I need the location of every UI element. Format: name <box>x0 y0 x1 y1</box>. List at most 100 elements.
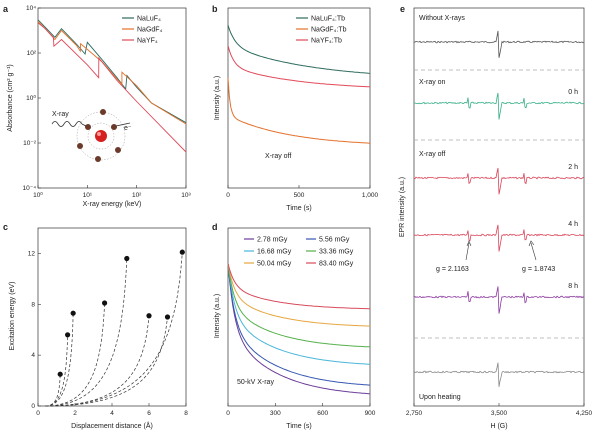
epr-trace <box>413 92 585 120</box>
inset-xray-label: X-ray <box>52 111 69 118</box>
inset-atom-diagram: X-ray e⁻ <box>51 109 132 162</box>
y-tick-label: 10⁰ <box>26 94 36 102</box>
panel-c-ticks: 0 2 4 6 8 0 4 8 12 <box>28 250 188 417</box>
legend-label: 2.78 mGy <box>257 237 288 244</box>
data-point <box>65 332 71 338</box>
x-tick-label: 4 <box>110 410 114 417</box>
panel-d-legend: 2.78 mGy 5.56 mGy 16.68 mGy 33.36 mGy 50.04 … <box>244 237 354 268</box>
series-line <box>227 263 371 365</box>
panel-e-separators <box>414 69 584 339</box>
x-tick-label: 8 <box>184 410 188 417</box>
g2-arrowhead <box>528 240 535 247</box>
series-line <box>227 263 371 395</box>
inset-shell-inner <box>87 122 115 150</box>
epr-time-label: 4 h <box>568 221 578 228</box>
x-tick-label: 6 <box>147 410 151 417</box>
x-tick-label: 1,000 <box>362 192 379 199</box>
panel-d-ylabel: Intensity (a.u.) <box>214 294 221 338</box>
panel-b-legend: NaLuF₄:Tb NaGdF₄:Tb NaYF₄:Tb <box>296 16 347 45</box>
epr-label-xray-off: X-ray off <box>419 151 445 158</box>
x-tick-label: 0 <box>36 410 40 417</box>
epr-trace <box>413 167 585 195</box>
epr-time-label: 8 h <box>568 283 578 290</box>
g-factor-annotations: g = 2.1163 g = 1.8743 <box>436 240 555 273</box>
fit-curve <box>45 252 183 407</box>
inset-electron <box>111 124 117 130</box>
x-tick-label: 4,250 <box>576 410 593 417</box>
inset-nucleus-highlight <box>97 132 101 136</box>
y-tick-label: 10⁻² <box>23 140 37 147</box>
series-line <box>37 22 187 153</box>
panel-letter-c: c <box>3 222 8 232</box>
series-line <box>37 21 187 125</box>
panel-b-lines <box>227 24 371 144</box>
legend-label: NaLuF₄ <box>137 16 161 23</box>
panel-b-ticks: 0 500 1,000 <box>226 185 379 199</box>
y-tick-label: 12 <box>28 250 36 257</box>
legend-label: NaGdF₄ <box>137 27 163 34</box>
legend-label: 83.40 mGy <box>319 261 354 268</box>
panel-b-frame <box>227 7 371 189</box>
x-tick-label: 0 <box>226 192 230 199</box>
epr-trace <box>413 30 585 58</box>
x-tick-label: 10⁰ <box>33 191 43 199</box>
y-tick-label: 10⁻⁴ <box>23 185 37 192</box>
x-tick-label: 900 <box>365 410 376 417</box>
inset-electron <box>95 156 101 162</box>
g1-arrow <box>465 242 470 261</box>
inset-xray-wave <box>51 121 83 127</box>
series-line <box>227 45 370 88</box>
panel-c-ylabel: Excitation energy (eV) <box>9 282 16 351</box>
series-line <box>227 24 371 74</box>
x-tick-label: 2,750 <box>406 410 423 417</box>
panel-e-xlabel: H (G) <box>490 423 507 430</box>
panel-b-xlabel: Time (s) <box>286 205 311 212</box>
panel-letter-b: b <box>212 4 218 14</box>
inset-electron-label: e⁻ <box>124 125 132 132</box>
panel-letter-d: d <box>212 222 218 232</box>
panel-a-ticks: 10⁰ 10¹ 10² 10³ 10⁴ 10² 10⁰ 10⁻² 10⁻⁴ <box>23 5 192 199</box>
panel-a-xlabel: X-ray energy (keV) <box>83 201 142 208</box>
series-line <box>37 19 187 124</box>
fit-curve <box>45 374 61 407</box>
fit-curve <box>45 258 128 407</box>
legend-label: NaLuF₄:Tb <box>311 16 345 23</box>
legend-label: 33.36 mGy <box>319 249 354 256</box>
panel-c-frame <box>37 227 187 407</box>
panel-d-xlabel: Time (s) <box>286 423 311 430</box>
legend-label: 5.56 mGy <box>319 237 350 244</box>
series-line <box>227 78 371 144</box>
panel-e-ticks: 2,750 3,500 4,250 <box>406 403 593 417</box>
panel-c-points <box>57 249 185 377</box>
panel-a-legend: NaLuF₄ NaGdF₄ NaYF₄ <box>122 16 163 45</box>
inset-electron <box>115 147 121 153</box>
x-tick-label: 10² <box>132 192 142 199</box>
panel-c-curves <box>45 252 183 407</box>
fit-curve <box>45 302 105 407</box>
data-point <box>164 314 171 320</box>
epr-trace <box>413 286 585 314</box>
x-tick-label: 3,500 <box>491 410 508 417</box>
data-point <box>57 371 63 377</box>
panel-letter-a: a <box>3 4 9 14</box>
g1-label: g = 2.1163 <box>436 266 469 273</box>
panel-e-frame <box>413 7 585 407</box>
panel-letter-e: e <box>400 4 405 14</box>
series-line <box>227 263 370 310</box>
fit-curve <box>45 316 168 407</box>
legend-label: 50.04 mGy <box>257 261 292 268</box>
y-tick-label: 0 <box>31 403 35 410</box>
panel-b-annotation: X-ray off <box>265 153 291 160</box>
fit-curve <box>45 313 74 407</box>
series-line <box>227 263 371 348</box>
panel-d-annotation: 50-kV X-ray <box>237 379 274 386</box>
epr-label-without-xrays: Without X-rays <box>419 15 465 22</box>
panel-c: c 0 2 4 6 8 0 4 8 12 Displacement distance (Å) E… <box>3 222 188 430</box>
y-tick-label: 10⁴ <box>26 5 36 12</box>
epr-trace <box>413 362 585 387</box>
g1-arrowhead <box>466 240 472 247</box>
data-point <box>179 249 185 255</box>
inset-electron-arrow <box>115 122 131 127</box>
inset-electron <box>100 109 106 115</box>
